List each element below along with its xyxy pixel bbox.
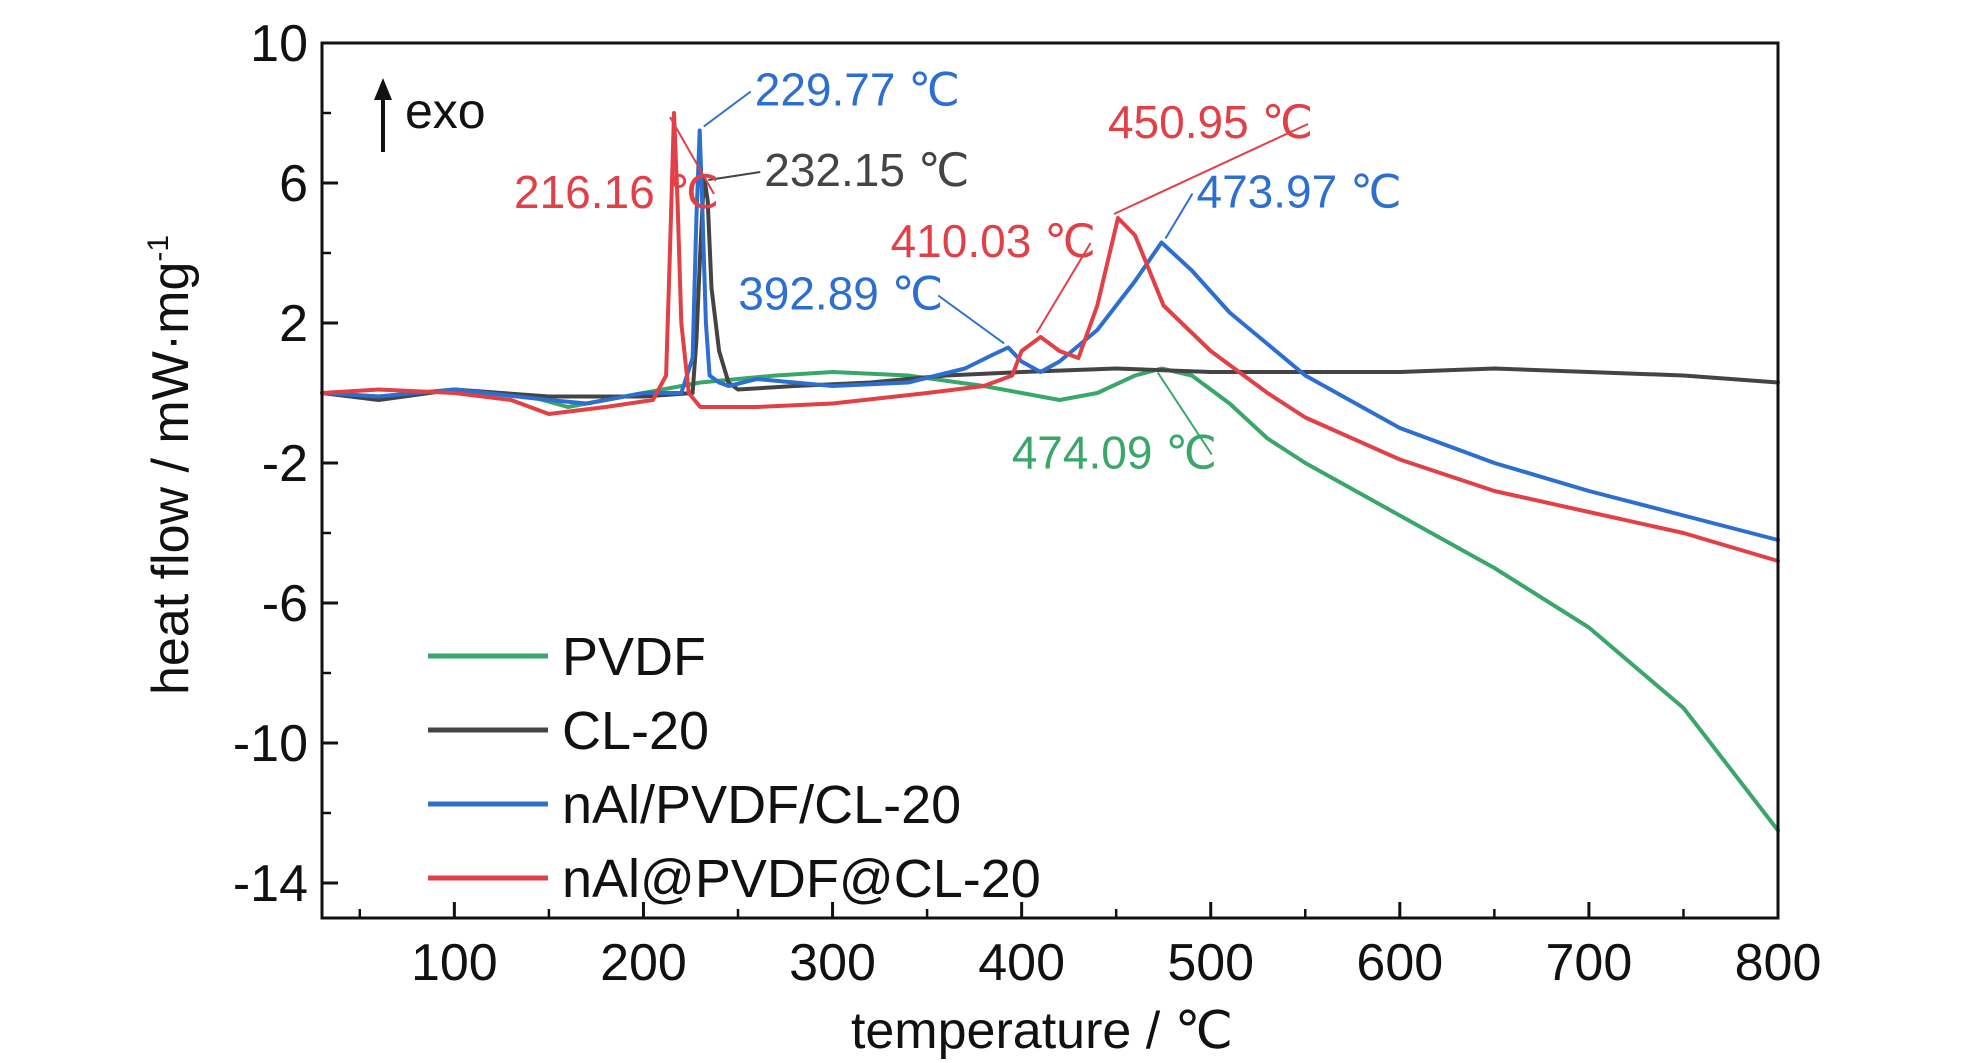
peak-annotations: 229.77 ℃ 232.15 ℃ 216.16 ℃ 450.95 ℃ 473.97 ℃… (514, 64, 1402, 479)
y-tick-label: -2 (262, 435, 308, 493)
annotation-label: 232.15 ℃ (764, 144, 969, 196)
annotation-label: 450.95 ℃ (1108, 96, 1313, 148)
annotation-leader (703, 90, 752, 128)
y-tick-label: 6 (279, 155, 308, 213)
x-tick-label: 100 (411, 934, 498, 992)
annotation-leader (937, 294, 1005, 345)
x-tick-label: 700 (1546, 934, 1633, 992)
annotation-label: 473.97 ℃ (1197, 166, 1402, 218)
series-lines (320, 111, 1780, 833)
peak-annotation: 232.15 ℃ (708, 144, 969, 196)
x-tick-label: 300 (789, 934, 876, 992)
y-axis-title-main: heat flow / mW·mg (142, 262, 200, 695)
x-tick-label: 200 (600, 934, 687, 992)
axis-ticks: 100 200 300 400 500 600 700 800 10 6 2 -2 -6 -10 -14 (233, 15, 1822, 992)
peak-annotation: 216.16 ℃ (514, 116, 719, 218)
peak-annotation: 392.89 ℃ (738, 268, 1005, 345)
annotation-label: 474.09 ℃ (1012, 427, 1217, 479)
annotation-label: 410.03 ℃ (891, 215, 1096, 267)
x-tick-label: 500 (1167, 934, 1254, 992)
legend-label: CL-20 (562, 701, 709, 761)
y-tick-label: -14 (233, 855, 308, 913)
x-tick-label: 800 (1735, 934, 1822, 992)
peak-annotation: 410.03 ℃ (891, 215, 1096, 334)
annotation-leader (708, 171, 761, 181)
legend: PVDF CL-20 nAl/PVDF/CL-20 nAl@PVDF@CL-20 (428, 627, 1041, 909)
exo-arrowhead-icon (374, 78, 392, 100)
annotation-label: 392.89 ℃ (738, 268, 943, 320)
annotation-label: 216.16 ℃ (514, 166, 719, 218)
peak-annotation: 450.95 ℃ (1108, 96, 1313, 215)
plot-frame (320, 41, 1780, 920)
peak-annotation: 473.97 ℃ (1164, 166, 1402, 240)
annotation-leader (669, 116, 715, 195)
annotation-leader (1113, 123, 1309, 215)
y-tick-label: 2 (279, 295, 308, 353)
series-line-0 (320, 366, 1780, 833)
annotation-leader (1164, 192, 1194, 240)
y-tick-label: 10 (250, 15, 308, 73)
exo-marker: exo (374, 78, 486, 152)
legend-label: nAl@PVDF@CL-20 (562, 849, 1041, 909)
peak-annotation: 229.77 ℃ (703, 64, 960, 128)
series-line-2 (320, 128, 1780, 542)
annotation-leader (1156, 371, 1213, 456)
legend-label: nAl/PVDF/CL-20 (562, 775, 961, 835)
x-tick-label: 600 (1356, 934, 1443, 992)
y-tick-label: -10 (233, 715, 308, 773)
annotation-label: 229.77 ℃ (755, 64, 960, 116)
series-line-3 (320, 111, 1780, 563)
x-axis-title: temperature / ℃ (851, 1002, 1233, 1060)
y-tick-label: -6 (262, 575, 308, 633)
peak-annotation: 474.09 ℃ (1012, 371, 1217, 479)
y-axis-title: heat flow / mW·mg-1 (142, 235, 200, 695)
legend-label: PVDF (562, 627, 706, 687)
y-axis-title-superscript: -1 (142, 235, 175, 262)
x-tick-label: 400 (978, 934, 1065, 992)
annotation-leader (1035, 242, 1092, 334)
exo-label: exo (405, 83, 486, 139)
